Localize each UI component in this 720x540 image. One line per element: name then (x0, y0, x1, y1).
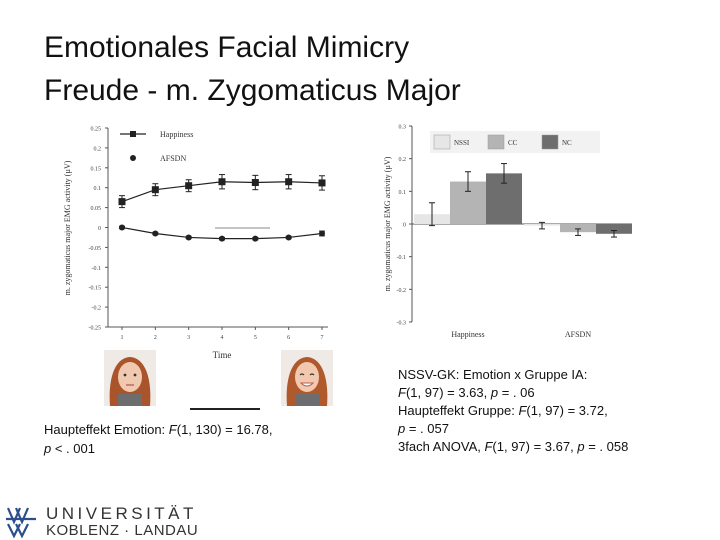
bar-chart-y-label: m. zygomaticus major EMG activity (µV) (383, 156, 392, 291)
stats-right-f2-value: (1, 97) = 3.72, (526, 403, 608, 418)
line-chart-point-afsdn (319, 230, 325, 237)
stats-right-p2: p (398, 421, 406, 436)
stats-right-p2-value: = . 057 (405, 421, 449, 436)
bar-cc-afsdn (560, 224, 596, 233)
line-chart-x-tick-label: 4 (221, 335, 224, 341)
line-chart-point-afsdn (152, 230, 159, 237)
line-chart-x-tick-label: 5 (254, 335, 257, 341)
line-chart-y-label: m. zygomaticus major EMG activity (µV) (63, 160, 72, 295)
legend-happiness-label: Happiness (160, 130, 193, 139)
stats-left-p-value: < . 001 (51, 441, 95, 456)
line-chart-y-tick-label: -0.05 (89, 246, 102, 252)
bar-chart: 0.3 0.2 0.1 0 -0.1 -0.2 -0.3 m. zygomaticus ma… (383, 125, 632, 339)
stats-right-f3: F (484, 439, 493, 454)
legend-happiness-marker (130, 131, 136, 137)
stats-right-p1-value: = . 06 (498, 385, 535, 400)
line-chart-point-afsdn (119, 224, 125, 231)
stats-right-p1: p (490, 385, 499, 400)
line-chart-point-happiness (251, 179, 259, 187)
bar-chart-y-tick-label: -0.2 (397, 288, 407, 294)
logo-text-line1: UNIVERSITÄT (46, 504, 197, 523)
legend-afsdn-marker (130, 155, 136, 161)
line-chart-point-happiness (118, 198, 126, 206)
bar-chart-y-tick-label: 0.1 (399, 190, 407, 196)
happy-face-image (281, 350, 333, 406)
line-chart-x-tick-label: 2 (154, 335, 157, 341)
bar-chart-y-tick-label: -0.1 (397, 255, 407, 261)
line-chart-y-tick-label: 0.15 (91, 166, 102, 172)
line-chart-point-afsdn (185, 234, 192, 241)
bar-chart-legend-label: CC (508, 139, 518, 147)
line-chart-x-tick-label: 1 (121, 335, 124, 341)
line-chart-y-tick-label: 0.05 (91, 206, 102, 212)
legend-afsdn-label: AFSDN (160, 154, 186, 163)
line-chart-x-tick-label: 3 (187, 335, 190, 341)
bar-chart-legend-swatch (541, 134, 559, 150)
slide-title: Emotionales Facial Mimicry Freude - m. Z… (44, 26, 461, 112)
bar-chart-y-tick-label: -0.3 (397, 321, 407, 327)
line-chart: 0.25 0.2 0.15 0.1 0.05 0 -0.05 -0.1 -0.15 -0.2 -0.… (63, 127, 328, 360)
line-chart-y-tick-label: 0 (98, 226, 101, 232)
stats-right-f3-value: (1, 97) = 3.67, (492, 439, 578, 454)
neutral-face-image (104, 350, 156, 406)
stats-left-f: F (168, 422, 177, 437)
line-chart-point-happiness (318, 179, 326, 187)
stats-left-p: p (44, 441, 52, 456)
stats-left-value: (1, 130) = 16.78, (176, 422, 273, 437)
stats-right-p3-value: = . 058 (584, 439, 629, 454)
line-chart-y-tick-label: 0.1 (94, 186, 102, 192)
bar-chart-y-tick-label: 0 (403, 223, 406, 229)
bar-chart-legend-swatch (487, 134, 505, 150)
bar-chart-y-tick-label: 0.2 (399, 157, 407, 163)
title-line-2: Freude - m. Zygomaticus Major (44, 74, 461, 107)
title-line-1: Emotionales Facial Mimicry (44, 31, 410, 64)
bar-nc-afsdn (596, 224, 632, 234)
stats-right-anova: 3fach ANOVA, (398, 439, 485, 454)
expression-arrow (190, 408, 260, 410)
stats-right-p3: p (577, 439, 585, 454)
stats-left: Haupteffekt Emotion: F(1, 130) = 16.78, … (44, 420, 344, 458)
stats-right-f1: F (398, 385, 406, 400)
line-chart-point-happiness (151, 186, 159, 194)
line-chart-x-tick-label: 7 (321, 335, 324, 341)
university-logo-icon (6, 507, 36, 539)
line-chart-point-happiness (285, 178, 293, 186)
bar-chart-legend-label: NC (562, 139, 572, 147)
line-chart-y-tick-label: -0.25 (89, 326, 102, 332)
line-chart-y-tick-label: 0.2 (94, 146, 102, 152)
line-chart-point-happiness (185, 182, 193, 190)
bar-chart-y-tick-label: 0.3 (399, 125, 407, 131)
stats-right-f1-value: (1, 97) = 3.63, (405, 385, 491, 400)
logo-text-line2: KOBLENZ · LANDAU (46, 522, 199, 539)
bar-chart-legend-label: NSSI (454, 139, 470, 147)
line-chart-y-tick-label: 0.25 (91, 127, 102, 133)
line-chart-point-afsdn (285, 234, 292, 241)
stats-right-interaction: : Emotion x Gruppe IA: (455, 367, 588, 382)
stats-right: NSSV-GK: Emotion x Gruppe IA: F(1, 97) =… (398, 366, 698, 456)
line-chart-x-tick-label: 6 (287, 335, 290, 341)
line-chart-point-afsdn (252, 235, 259, 242)
line-chart-point-happiness (218, 178, 226, 186)
stats-left-label: Haupteffekt Emotion: (44, 422, 169, 437)
stats-right-group-label: NSSV-GK (398, 367, 456, 382)
line-chart-y-tick-label: -0.1 (92, 266, 102, 272)
line-chart-x-label: Time (213, 350, 232, 360)
bar-chart-category-label: Happiness (451, 330, 484, 339)
bar-chart-legend-swatch (433, 134, 451, 150)
line-chart-y-tick-label: -0.2 (92, 306, 102, 312)
line-chart-point-afsdn (219, 235, 225, 242)
bar-chart-category-label: AFSDN (565, 330, 591, 339)
stats-right-f2: F (518, 403, 527, 418)
stats-right-main-effect: Haupteffekt Gruppe: (398, 403, 519, 418)
line-chart-y-tick-label: -0.15 (89, 286, 102, 292)
